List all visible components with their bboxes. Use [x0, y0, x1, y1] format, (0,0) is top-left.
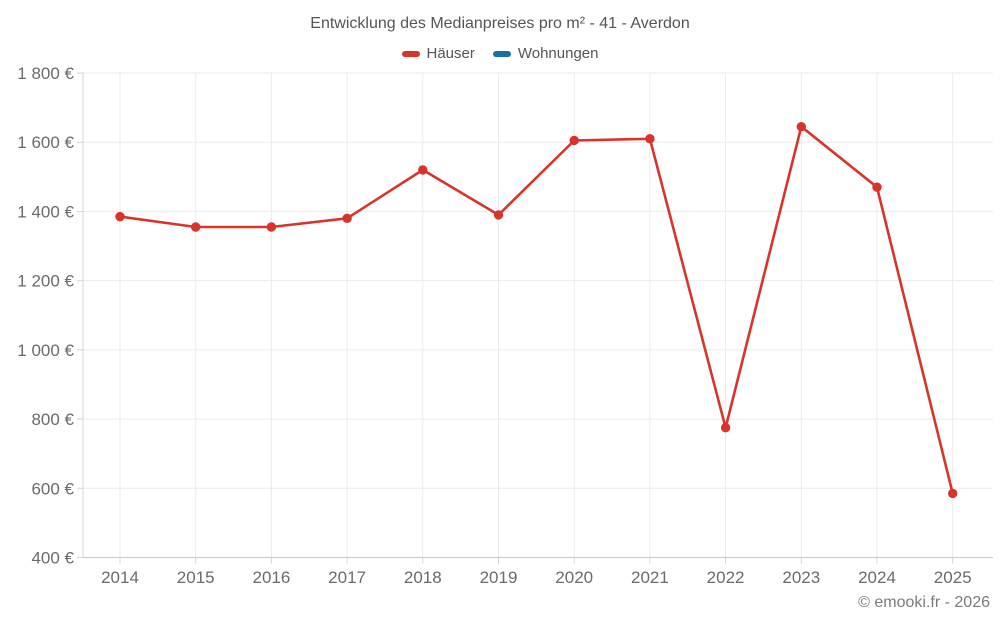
- data-point-hauser-2015[interactable]: [191, 222, 201, 232]
- y-axis-label: 400 €: [31, 549, 74, 568]
- y-axis-label: 1 400 €: [17, 202, 74, 221]
- series-line-hauser: [118, 125, 955, 495]
- legend-item-hauser[interactable]: Häuser: [401, 45, 475, 62]
- data-point-hauser-2016[interactable]: [266, 222, 277, 232]
- x-axis-label: 2021: [631, 568, 669, 587]
- chart-legend: Häuser Wohnungen: [0, 45, 1000, 62]
- data-point-hauser-2020[interactable]: [569, 135, 579, 146]
- legend-label: Häuser: [426, 45, 475, 62]
- y-axis-label: 1 000 €: [17, 341, 74, 360]
- x-axis-label: 2014: [101, 568, 139, 587]
- legend-swatch-wohnungen: [492, 50, 511, 57]
- copyright-watermark: © emooki.fr - 2026: [858, 594, 990, 611]
- y-axis-label: 800 €: [31, 410, 74, 429]
- y-axis-label: 1 600 €: [17, 133, 74, 152]
- data-point-hauser-2014[interactable]: [115, 211, 125, 222]
- x-axis-label: 2019: [480, 568, 518, 587]
- legend-label: Wohnungen: [517, 45, 599, 62]
- x-axis-label: 2025: [934, 568, 972, 587]
- x-axis-label: 2022: [707, 568, 745, 587]
- x-axis-label: 2020: [555, 568, 593, 587]
- x-axis-label: 2024: [858, 568, 896, 587]
- data-point-hauser-2018[interactable]: [418, 165, 428, 175]
- x-axis-label: 2023: [782, 568, 820, 587]
- y-axis-label: 600 €: [31, 479, 74, 498]
- x-axis-label: 2016: [252, 568, 290, 587]
- data-point-hauser-2023[interactable]: [796, 121, 806, 132]
- legend-swatch-hauser: [401, 50, 420, 57]
- x-axis-label: 2018: [404, 568, 442, 587]
- chart-title: Entwicklung des Medianpreises pro m² - 4…: [310, 15, 690, 32]
- data-point-hauser-2021[interactable]: [645, 134, 655, 144]
- x-axis-label: 2017: [328, 568, 366, 587]
- legend-item-wohnungen[interactable]: Wohnungen: [492, 45, 599, 62]
- data-point-hauser-2024[interactable]: [872, 182, 882, 192]
- x-axis-label: 2015: [177, 568, 215, 587]
- y-axis-label: 1 200 €: [17, 272, 74, 291]
- y-axis-label: 1 800 €: [17, 64, 74, 83]
- data-point-hauser-2017[interactable]: [342, 213, 352, 224]
- data-point-hauser-2022[interactable]: [720, 423, 731, 433]
- data-point-hauser-2019[interactable]: [493, 210, 504, 220]
- data-point-hauser-2025[interactable]: [948, 488, 958, 499]
